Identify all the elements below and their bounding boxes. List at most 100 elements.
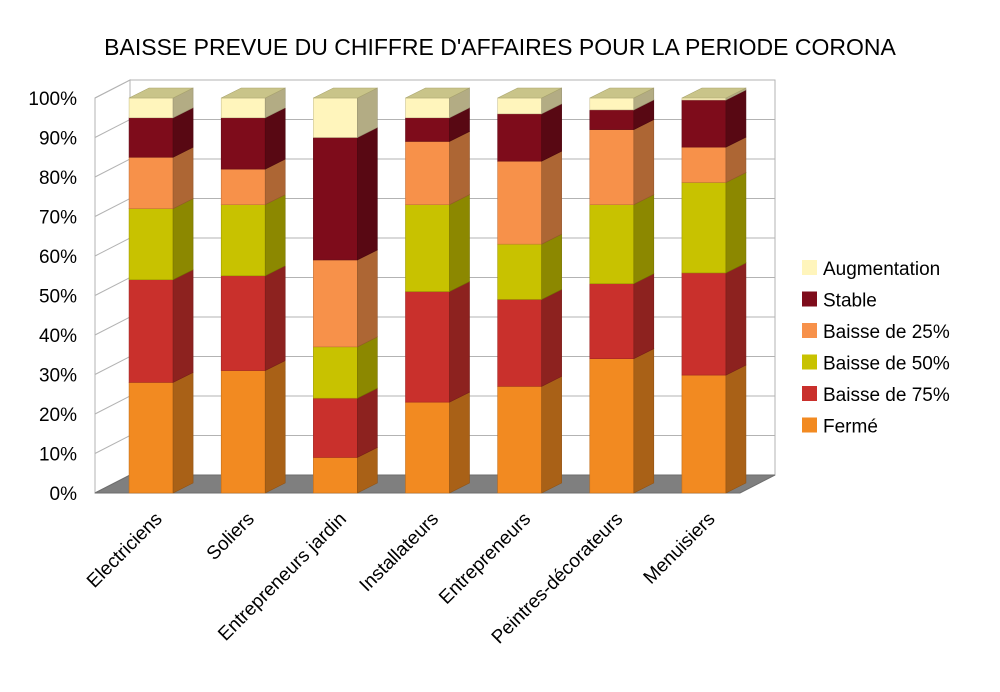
bar-top	[589, 87, 654, 99]
bar-segment-side	[357, 127, 378, 261]
bar-top	[128, 87, 194, 99]
bar-segment	[589, 358, 635, 494]
bar-segment	[497, 97, 542, 115]
y-tick-label: 10%	[39, 445, 77, 466]
bar-segment-side	[725, 364, 747, 494]
bar-segment	[681, 182, 727, 274]
bar-segment	[128, 156, 174, 209]
bar-segment	[589, 204, 635, 284]
legend-item: Baisse de 25%	[802, 322, 950, 343]
bar-segment	[405, 204, 450, 292]
bar-segment	[497, 386, 542, 494]
legend-label: Stable	[823, 291, 877, 312]
category-label: Electriciens	[83, 509, 167, 593]
bar-segment-side	[541, 288, 562, 387]
bar-segment	[128, 382, 174, 494]
bar-segment-side	[264, 265, 286, 372]
legend: Augmentation Stable Baisse de 25% Baisse de…	[802, 259, 950, 438]
gridline	[94, 79, 775, 99]
bar-segment-side	[172, 146, 194, 210]
y-tick-layer: 0% 10% 20% 30% 40% 50% 60% 70% 80% 90% 100%	[28, 89, 77, 505]
legend-label: Baisse de 75%	[823, 385, 950, 406]
bar-segment	[313, 346, 358, 399]
bar-stack	[589, 87, 655, 494]
legend-item: Baisse de 75%	[802, 385, 950, 406]
y-tick-label: 100%	[28, 89, 77, 110]
bar-segment	[589, 109, 635, 130]
bar-segment	[681, 272, 727, 376]
bar-segment	[128, 279, 174, 383]
bar-segment-side	[449, 194, 470, 293]
bar-segment	[313, 137, 358, 261]
bar-segment-side	[357, 387, 378, 458]
legend-swatch	[802, 354, 817, 370]
bar-segment	[681, 146, 727, 183]
bar-segment-side	[357, 336, 378, 399]
bar-segment	[589, 283, 635, 359]
legend-label: Baisse de 50%	[823, 354, 950, 375]
bar-segment	[497, 113, 542, 162]
y-tick-label: 30%	[39, 366, 77, 387]
bar-segment	[220, 370, 266, 494]
bar-segment-side	[725, 262, 747, 376]
bar-top	[221, 87, 286, 99]
bar-segment-side	[449, 281, 470, 403]
y-tick-label: 80%	[39, 168, 77, 189]
bar-segment	[313, 457, 358, 494]
bar-segment	[128, 117, 174, 158]
y-tick-label: 70%	[39, 208, 77, 229]
bar-segment-side	[541, 233, 562, 300]
bar-segment	[405, 97, 450, 119]
bar-segment-side	[264, 360, 286, 494]
bar-layer	[128, 87, 747, 494]
legend-item: Stable	[802, 291, 877, 312]
category-label: Soliers	[203, 509, 259, 565]
bar-segment-side	[633, 348, 655, 494]
legend-label: Fermé	[823, 417, 878, 438]
category-label: Installateurs	[356, 509, 443, 596]
bar-segment-side	[449, 391, 470, 494]
bar-top	[497, 87, 562, 99]
bar-segment-side	[264, 194, 286, 277]
bar-segment	[313, 97, 358, 138]
bar-segment-side	[633, 119, 655, 206]
legend-label: Baisse de 25%	[823, 322, 950, 343]
bar-segment	[589, 97, 635, 111]
y-tick-label: 60%	[39, 247, 77, 268]
bar-stack	[128, 87, 194, 494]
bar-segment	[681, 374, 727, 494]
bar-segment	[497, 299, 542, 387]
legend-swatch	[802, 386, 817, 401]
bar-segment	[405, 291, 450, 403]
bar-segment	[497, 243, 542, 300]
y-tick-label: 90%	[39, 129, 77, 150]
legend-item: Augmentation	[802, 259, 940, 280]
bar-segment-side	[633, 273, 655, 360]
bar-segment	[220, 168, 266, 205]
legend-item: Baisse de 50%	[802, 354, 950, 375]
bar-segment	[405, 401, 450, 494]
bar-segment-side	[172, 269, 194, 383]
legend-swatch	[802, 291, 817, 307]
bar-top	[405, 87, 470, 99]
bar-segment	[128, 208, 174, 281]
y-tick-label: 40%	[39, 326, 77, 347]
bar-segment-side	[541, 150, 562, 245]
bar-segment	[313, 397, 358, 458]
y-tick-label: 20%	[39, 405, 77, 426]
bar-segment	[405, 117, 450, 142]
bar-segment	[589, 129, 635, 205]
bar-segment	[220, 275, 266, 371]
bar-stack	[681, 87, 747, 494]
y-tick-label: 50%	[39, 287, 77, 308]
bar-segment-side	[541, 375, 562, 494]
bar-segment-side	[172, 198, 194, 281]
legend-swatch	[802, 417, 817, 433]
bar-segment	[497, 160, 542, 245]
category-label: Menuisiers	[640, 509, 720, 589]
chart-title: BAISSE PREVUE DU CHIFFRE D'AFFAIRES POUR…	[104, 34, 896, 60]
bar-segment-side	[449, 130, 470, 206]
bar-segment	[220, 204, 266, 277]
